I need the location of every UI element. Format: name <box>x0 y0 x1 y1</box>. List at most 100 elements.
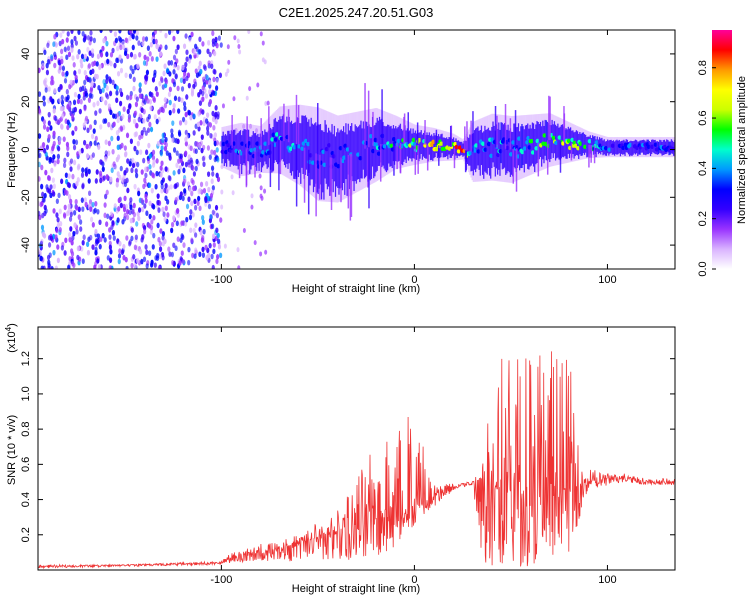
noise-blob <box>123 145 127 151</box>
noise-blob <box>158 51 163 57</box>
noise-blob <box>119 202 123 209</box>
noise-blob <box>161 235 165 241</box>
noise-blob <box>212 90 216 96</box>
noise-blob <box>153 30 157 35</box>
colorbar-tick-label: 0.2 <box>697 211 709 226</box>
spectrogram-y-label: Frequency (Hz) <box>6 112 18 188</box>
noise-blob <box>76 98 81 105</box>
noise-blob <box>198 251 202 258</box>
noise-blob <box>198 60 202 67</box>
noise-blob <box>46 254 51 261</box>
ridge-body <box>632 141 634 155</box>
noise-blob <box>187 246 191 253</box>
ridge-core <box>292 144 297 150</box>
noise-blob <box>142 157 146 164</box>
ridge-core <box>457 145 462 150</box>
noise-blob <box>73 70 77 76</box>
noise-blob <box>133 262 137 269</box>
ridge-body <box>366 121 368 176</box>
ridge-body <box>232 129 235 166</box>
ridge-core <box>561 141 566 146</box>
noise-blob <box>146 127 151 133</box>
noise-blob <box>169 60 174 66</box>
colorbar-tick-label: 0.8 <box>697 60 709 75</box>
noise-blob <box>54 115 58 122</box>
noise-blob <box>67 51 72 58</box>
noise-blob <box>92 128 96 134</box>
noise-blob <box>131 162 136 169</box>
sparse-blob <box>259 31 263 37</box>
ridge-body <box>369 126 372 181</box>
noise-blob <box>164 205 168 212</box>
noise-blob <box>109 109 113 116</box>
ridge-core <box>520 149 525 155</box>
sparse-blob <box>231 190 235 196</box>
noise-blob <box>40 164 44 171</box>
noise-blob <box>121 113 125 120</box>
noise-blob <box>112 161 116 167</box>
noise-blob <box>109 60 113 67</box>
noise-blob <box>140 169 144 175</box>
ridge-body <box>550 125 552 159</box>
ridge-body <box>363 128 366 179</box>
sparse-blob <box>230 174 234 180</box>
noise-blob <box>94 135 98 142</box>
noise-blob <box>213 50 217 57</box>
ridge-core <box>342 155 347 160</box>
chart-title: C2E1.2025.247.20.51.G03 <box>279 5 434 20</box>
ridge-body <box>374 125 376 177</box>
noise-blob <box>41 196 45 203</box>
noise-blob <box>192 171 197 177</box>
noise-blob <box>38 176 41 182</box>
noise-blob <box>46 42 50 49</box>
snr-line <box>38 351 675 570</box>
noise-blob <box>190 190 194 197</box>
noise-blob <box>187 259 191 266</box>
noise-blob <box>114 37 119 44</box>
ridge-core <box>376 151 381 156</box>
noise-blob <box>98 170 103 177</box>
ridge-body <box>377 120 380 166</box>
noise-blob <box>67 173 71 179</box>
noise-blob <box>85 153 90 159</box>
noise-blob <box>54 42 58 48</box>
noise-blob <box>172 69 176 75</box>
noise-blob <box>60 48 64 55</box>
noise-blob <box>77 30 81 35</box>
ridge-body <box>530 128 533 166</box>
noise-blob <box>58 97 62 104</box>
noise-blob <box>199 229 203 236</box>
noise-blob <box>38 133 42 139</box>
noise-blob <box>122 44 126 51</box>
noise-blob <box>108 265 112 269</box>
ridge-core <box>382 144 387 149</box>
ridge-body <box>629 141 631 157</box>
noise-blob <box>99 52 104 58</box>
ridge-body <box>535 124 537 165</box>
noise-blob <box>100 96 104 102</box>
ridge-core <box>646 144 651 150</box>
noise-blob <box>115 97 119 104</box>
noise-blob <box>38 67 41 74</box>
ridge-body <box>286 116 288 164</box>
ridge-body <box>338 132 340 195</box>
noise-blob <box>50 266 54 269</box>
noise-blob <box>161 132 165 139</box>
noise-blob <box>90 133 95 140</box>
noise-blob <box>72 230 76 237</box>
noise-blob <box>133 64 137 71</box>
noise-blob <box>208 89 212 95</box>
noise-blob <box>172 102 176 109</box>
y-tick-label: 20 <box>20 96 32 108</box>
noise-blob <box>131 157 135 164</box>
noise-blob <box>176 64 180 71</box>
noise-blob <box>138 87 142 94</box>
ridge-body <box>649 141 652 157</box>
x-tick-label: 0 <box>411 574 417 586</box>
sparse-blob <box>264 101 268 107</box>
noise-blob <box>134 234 138 241</box>
noise-blob <box>118 100 123 107</box>
noise-blob <box>183 221 188 227</box>
noise-blob <box>187 58 192 64</box>
noise-blob <box>160 187 164 194</box>
